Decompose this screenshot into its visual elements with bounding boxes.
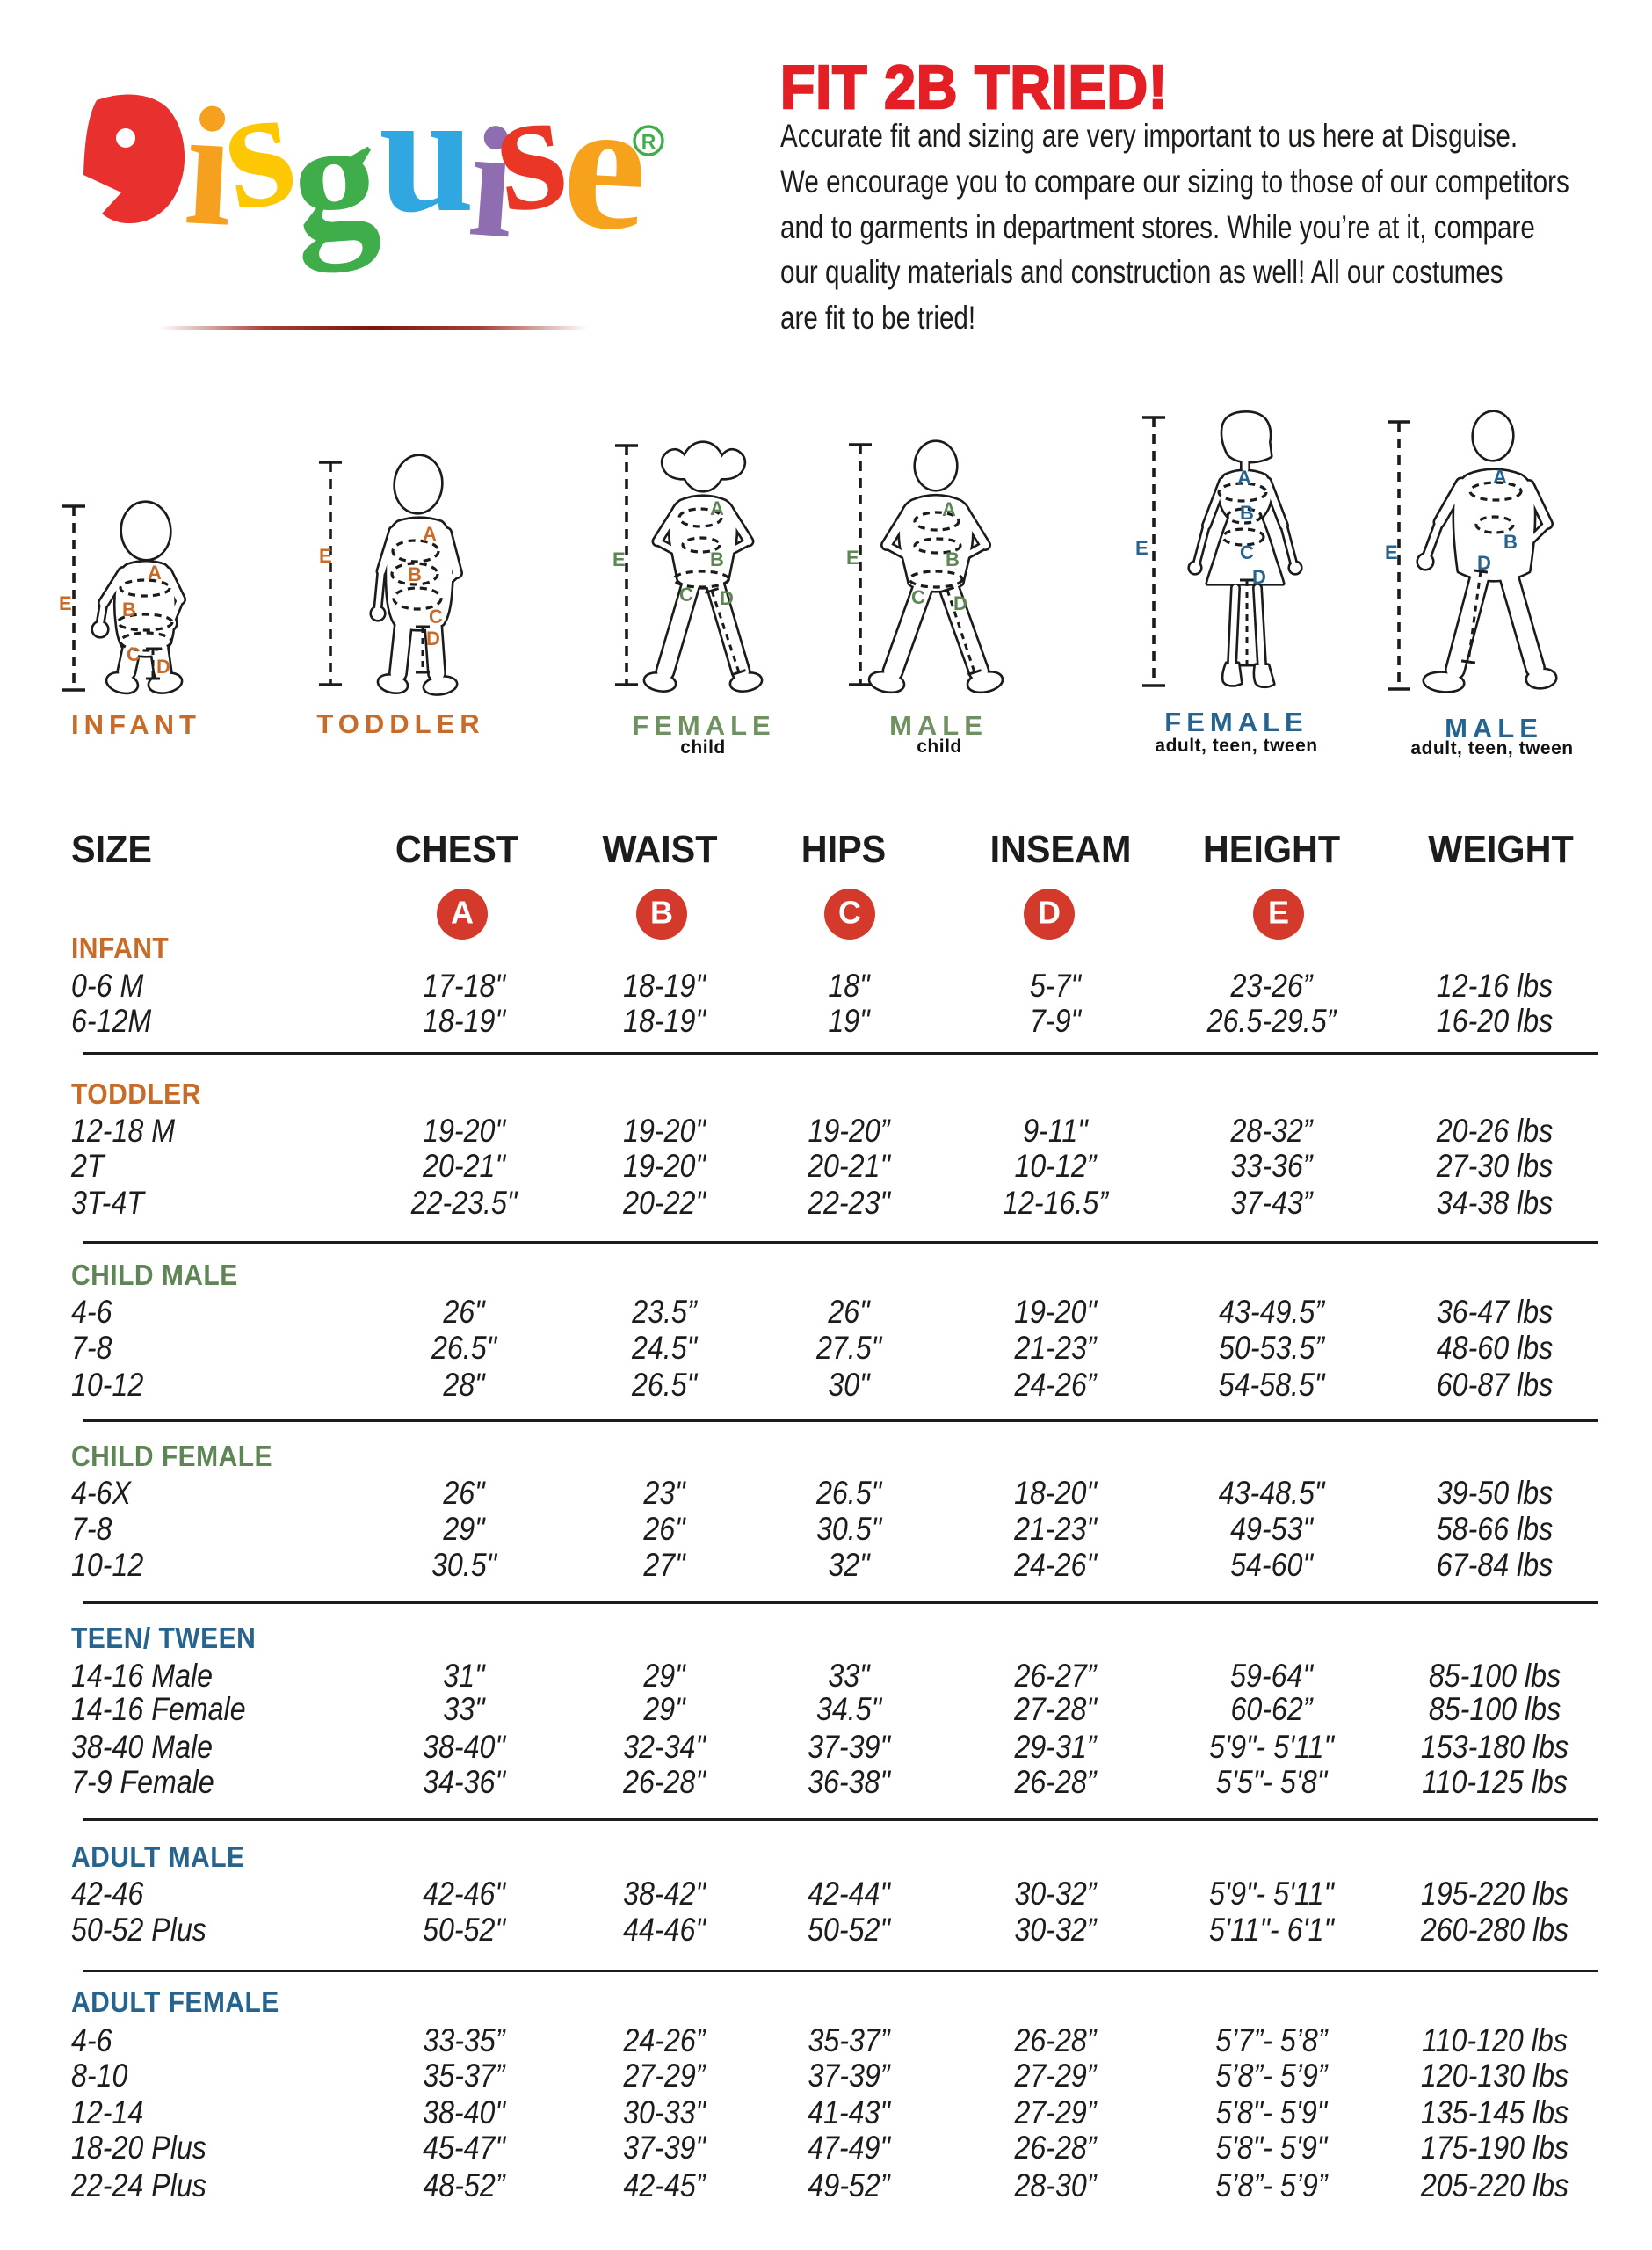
svg-text:A: A <box>148 562 162 584</box>
svg-text:D: D <box>1252 566 1266 588</box>
svg-text:i: i <box>181 71 238 262</box>
svg-text:B: B <box>946 548 960 570</box>
svg-text:E: E <box>612 548 626 570</box>
svg-text:E: E <box>59 592 72 614</box>
svg-text:D: D <box>426 628 440 650</box>
svg-text:A: A <box>942 498 956 520</box>
svg-text:B: B <box>1240 502 1254 524</box>
svg-text:A: A <box>1493 466 1507 488</box>
svg-text:B: B <box>1503 531 1518 553</box>
svg-text:R: R <box>641 130 656 153</box>
svg-text:A: A <box>710 497 724 519</box>
svg-text:A: A <box>1237 467 1251 489</box>
svg-text:D: D <box>156 656 170 678</box>
svg-text:D: D <box>1477 552 1491 574</box>
svg-text:C: C <box>911 586 925 608</box>
svg-text:C: C <box>429 606 443 628</box>
svg-text:E: E <box>1135 537 1148 559</box>
svg-text:D: D <box>720 587 734 609</box>
svg-text:A: A <box>423 523 437 545</box>
svg-text:C: C <box>1240 541 1254 563</box>
svg-text:g: g <box>286 83 384 276</box>
svg-text:E: E <box>1385 541 1398 563</box>
svg-text:B: B <box>122 599 136 621</box>
svg-text:u: u <box>379 57 475 248</box>
svg-text:B: B <box>408 563 422 585</box>
svg-text:C: C <box>127 643 141 665</box>
svg-text:E: E <box>319 545 332 567</box>
svg-text:E: E <box>846 547 859 569</box>
svg-text:e: e <box>559 59 652 270</box>
svg-text:C: C <box>679 584 693 606</box>
svg-text:D: D <box>953 592 967 614</box>
svg-text:B: B <box>710 548 724 570</box>
